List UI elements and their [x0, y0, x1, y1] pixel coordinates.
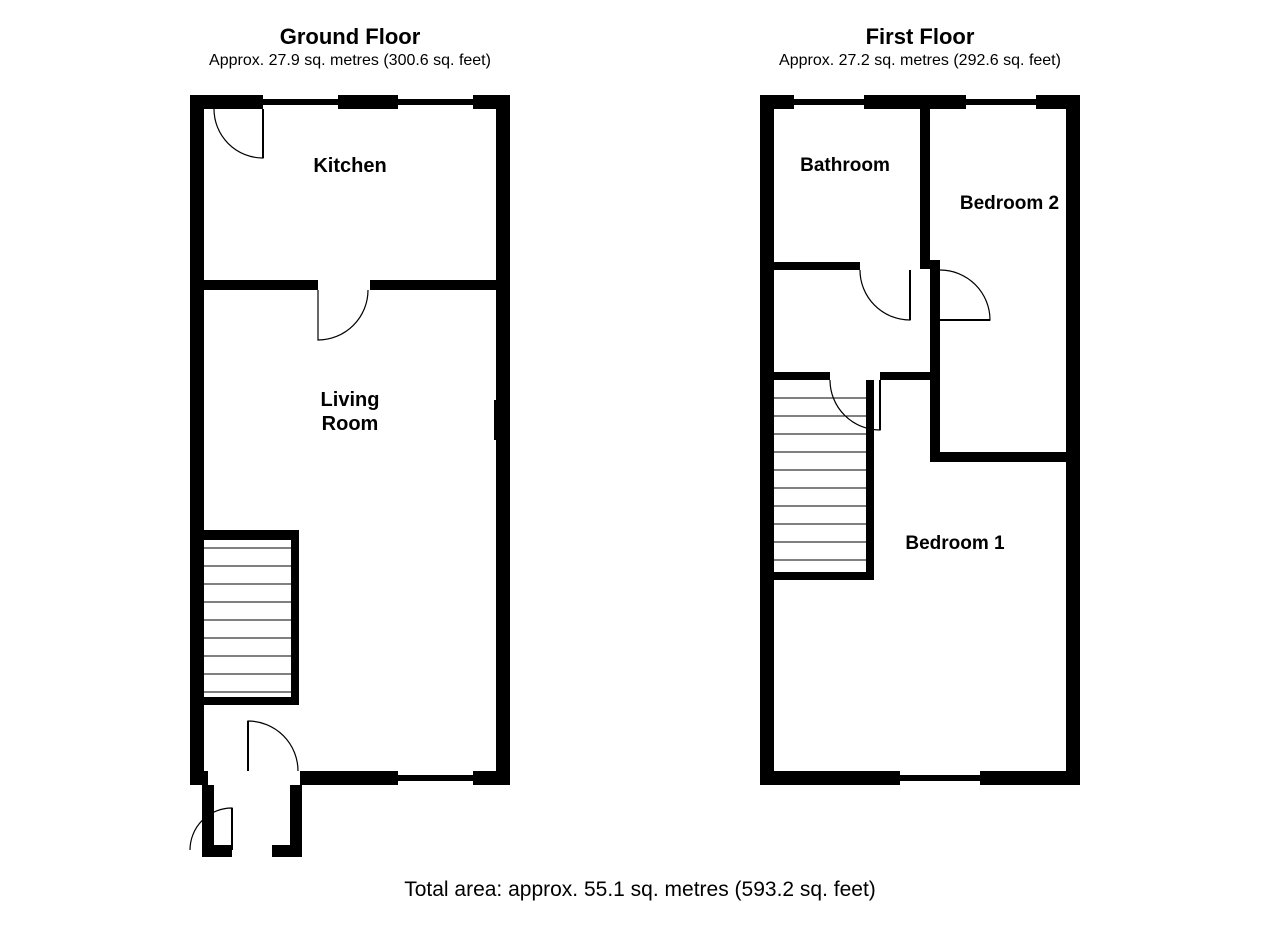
ground-porch [190, 785, 302, 857]
total-area-text: Total area: approx. 55.1 sq. metres (593… [0, 878, 1280, 902]
floorplan-svg [0, 0, 1280, 931]
living-label-1: Living [290, 388, 410, 412]
bedroom1-label: Bedroom 1 [885, 533, 1025, 555]
bathroom-label: Bathroom [780, 155, 910, 177]
first-stairs [774, 380, 874, 580]
living-room-label: Living Room [290, 388, 410, 436]
first-floor-title: First Floor [770, 24, 1070, 50]
ground-stairs [204, 530, 299, 705]
ground-floor-plan [190, 95, 510, 857]
ground-floor-title: Ground Floor [200, 24, 500, 50]
bedroom2-label: Bedroom 2 [942, 193, 1077, 215]
living-label-2: Room [290, 412, 410, 436]
kitchen-label: Kitchen [290, 155, 410, 178]
first-floor-subtitle: Approx. 27.2 sq. metres (292.6 sq. feet) [730, 52, 1110, 70]
ground-floor-subtitle: Approx. 27.9 sq. metres (300.6 sq. feet) [160, 52, 540, 70]
